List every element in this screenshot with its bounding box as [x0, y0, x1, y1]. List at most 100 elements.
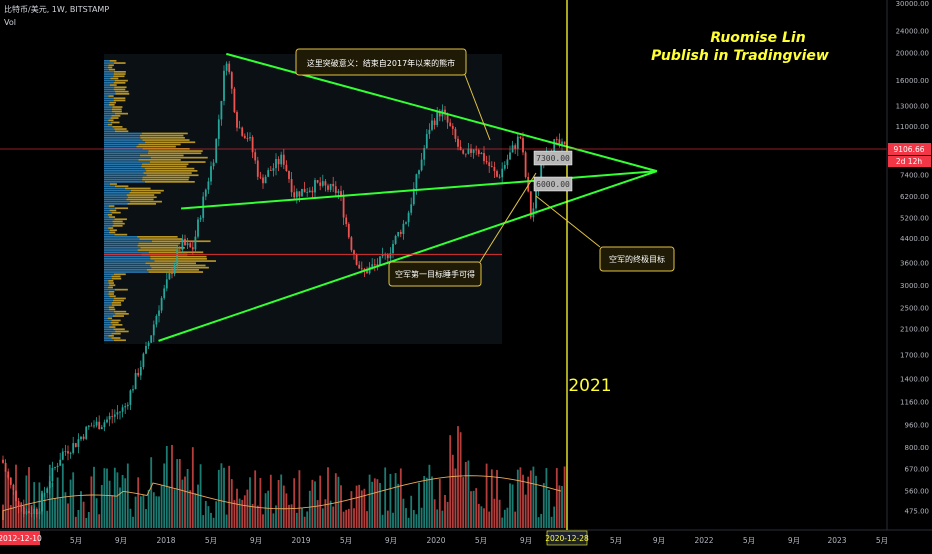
volume-profile-down [145, 141, 196, 144]
volume-profile-down [130, 200, 162, 203]
volume-profile-up [104, 93, 116, 95]
volume-profile-down [108, 227, 114, 229]
volume-bar [184, 476, 186, 528]
candle-body [249, 137, 251, 139]
volume-indicator-label: Vol [4, 18, 16, 27]
candle-body [334, 186, 337, 193]
first-target-callout[interactable]: 空军第一目标睡手可得 [388, 172, 537, 287]
final-target-callout[interactable]: 空军的终极目标 [535, 195, 675, 272]
trendline [158, 170, 658, 342]
volume-profile-down [107, 317, 113, 320]
breakout-callout[interactable]: 这里突破意义：结束自2017年以来的熊市 [295, 48, 491, 141]
volume-profile-up [104, 317, 108, 320]
volume-profile-up [104, 156, 151, 159]
volume-profile-up [104, 88, 114, 91]
time-axis[interactable]: 5月9月20185月9月20195月9月20205月9月20215月9月2022… [70, 536, 888, 545]
volume-profile-down [113, 99, 126, 102]
volume-profile-down [108, 291, 115, 293]
volume-bar [535, 475, 537, 528]
candle-body [454, 128, 457, 139]
candle-body [251, 137, 254, 153]
volume-profile-up [104, 170, 147, 172]
time-tick-label: 5月 [205, 536, 217, 545]
volume-bar [444, 494, 446, 528]
volume-bar [316, 500, 319, 528]
volume-profile-up [104, 66, 108, 69]
volume-profile-up [104, 150, 149, 152]
volume-profile-up [104, 181, 145, 183]
time-tick-label: 5月 [743, 536, 755, 545]
volume-bar [293, 478, 296, 528]
candle-body [412, 188, 415, 205]
volume-bar [246, 489, 249, 528]
candle-body [220, 100, 223, 120]
volume-bar [363, 488, 366, 528]
candle-body [178, 249, 181, 251]
candle-body [25, 511, 28, 515]
candle-body [295, 191, 298, 198]
candle-body [449, 122, 452, 127]
volume-profile-down [115, 313, 129, 315]
candle-body [451, 126, 454, 129]
candle-body [340, 191, 342, 196]
volume-bar [285, 493, 288, 528]
volume-profile-up [104, 145, 137, 148]
volume-bar [243, 495, 246, 528]
candle-body [17, 501, 20, 507]
candle-body [308, 190, 311, 193]
volume-profile-down [138, 159, 181, 161]
volume-bar [420, 507, 423, 528]
volume-bar [438, 479, 441, 528]
candle-body [124, 406, 127, 408]
price-tick-label: 7400.00 [900, 171, 929, 179]
candle-body [459, 146, 462, 151]
volume-bar [410, 495, 413, 528]
volume-profile-down [110, 321, 119, 324]
volume-profile-down [127, 196, 157, 199]
candle-body [350, 237, 353, 251]
volume-profile-down [113, 297, 126, 300]
price-tick-label: 4400.00 [900, 235, 929, 243]
volume-bar [563, 466, 566, 528]
target-7300-label[interactable]: 7300.00 [533, 150, 573, 166]
candle-body [267, 170, 270, 177]
candle-body [428, 129, 431, 135]
candle-body [514, 145, 517, 149]
volume-profile-up [104, 286, 109, 289]
volume-profile-up [104, 328, 114, 331]
volume-profile-up [104, 315, 113, 317]
target-6000-label[interactable]: 6000.00 [533, 176, 573, 192]
candle-body [30, 512, 33, 514]
candle-body [415, 174, 418, 189]
volume-bar [537, 517, 540, 528]
volume-bar [501, 517, 504, 528]
volume-profile-up [104, 238, 140, 240]
volume-bar [485, 463, 488, 528]
volume-bar [181, 479, 184, 528]
volume-profile-up [104, 82, 114, 84]
current-price-text: 9106.66 [893, 145, 924, 154]
volume-profile-down [107, 66, 113, 69]
candle-body [436, 111, 439, 126]
candle-body [535, 188, 537, 209]
candle-body [145, 345, 147, 354]
volume-ma-line [2, 475, 562, 520]
candle-body [410, 204, 413, 213]
volume-profile-up [104, 225, 113, 227]
volume-profile-up [104, 203, 128, 205]
volume-bar [106, 468, 108, 528]
volume-profile-up [104, 295, 110, 298]
volume-bar [488, 511, 491, 528]
candle-body [241, 127, 244, 136]
candle-body [228, 63, 231, 73]
volume-bar [386, 510, 389, 528]
volume-bar [405, 508, 407, 528]
breakout-callout-text: 这里突破意义：结束自2017年以来的熊市 [307, 58, 455, 68]
candle-body [355, 254, 358, 265]
candle-body [225, 63, 228, 71]
time-tick-label: 2018 [156, 536, 175, 545]
volume-profile-down [114, 112, 129, 115]
volume-profile-down [138, 143, 181, 146]
volume-profile-down [146, 269, 199, 271]
